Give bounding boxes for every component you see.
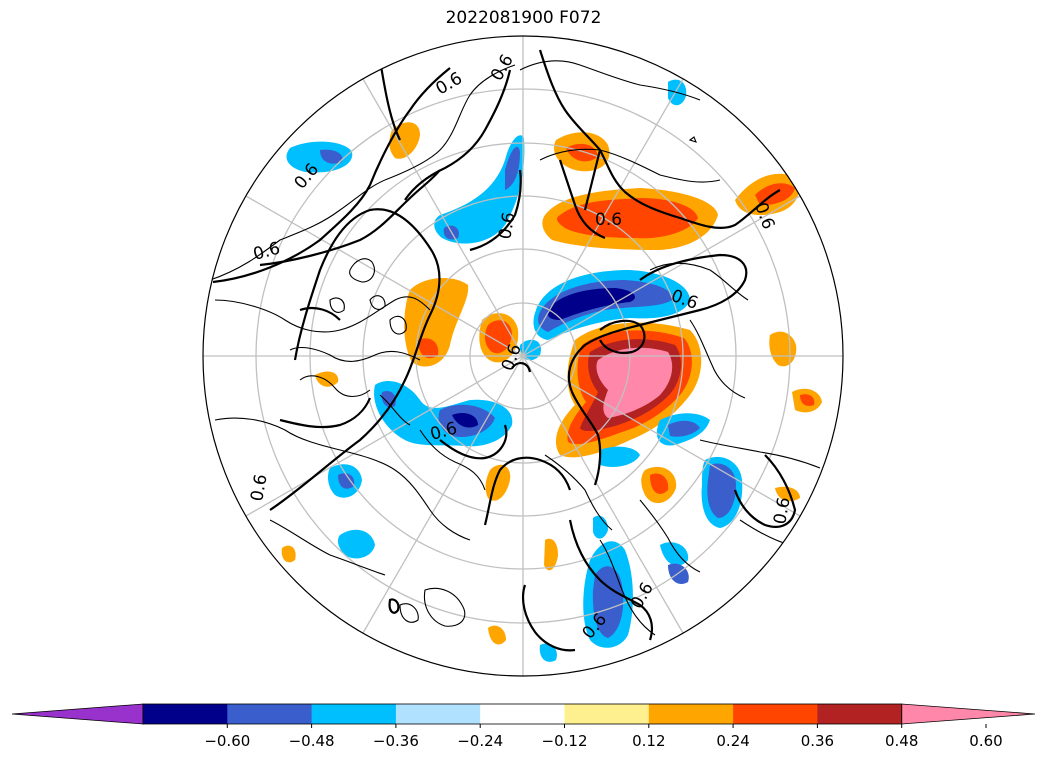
colorbar-cell <box>564 704 650 724</box>
colorbar-tick-label: 0.24 <box>716 732 749 750</box>
contour-label: 0.6 <box>247 473 271 503</box>
colorbar-cell <box>227 704 313 724</box>
colorbar-cell <box>733 704 818 724</box>
colorbar-cell <box>480 704 565 724</box>
colorbar-tick-label: −0.24 <box>457 732 503 750</box>
colorbar-frame <box>142 703 903 725</box>
map-boundary <box>202 35 844 677</box>
colorbar-tick-label: −0.36 <box>373 732 419 750</box>
colorbar-tick-label: −0.60 <box>204 732 250 750</box>
anomaly-shading <box>281 79 822 662</box>
coastlines <box>209 60 821 636</box>
map-disk: 0.6 0.6 0.6 0.6 0.6 0.6 0.6 0.6 0.6 0.6 … <box>203 36 843 676</box>
contour-label: 0.6 <box>595 210 622 230</box>
colorbar-ticks: −0.60 −0.48 −0.36 −0.24 −0.12 0.12 0.24 0.36 0.4… <box>204 724 1003 750</box>
contour-label: 0.6 <box>495 211 519 241</box>
contour-label: 0.6 <box>770 496 794 526</box>
colorbar: −0.60 −0.48 −0.36 −0.24 −0.12 0.12 0.24 0.36 0.4… <box>11 703 1036 750</box>
colorbar-tick-label: 0.12 <box>632 732 665 750</box>
map-title: 2022081900 F072 <box>445 8 602 28</box>
colorbar-cell <box>395 704 481 724</box>
graticule <box>203 36 843 676</box>
colorbar-tick-label: 0.36 <box>801 732 834 750</box>
colorbar-cells <box>11 703 1036 725</box>
colorbar-extend-low <box>11 703 144 725</box>
colorbar-cell <box>143 704 228 724</box>
colorbar-tick-label: −0.12 <box>542 732 588 750</box>
colorbar-tick-label: 0.60 <box>969 732 1002 750</box>
colorbar-cell <box>648 704 734 724</box>
colorbar-cell <box>311 704 397 724</box>
colorbar-extend-high <box>901 703 1036 725</box>
colorbar-tick-label: 0.48 <box>885 732 918 750</box>
contour-labels: 0.6 0.6 0.6 0.6 0.6 0.6 0.6 0.6 0.6 0.6 … <box>247 51 794 643</box>
colorbar-tick-label: −0.48 <box>289 732 335 750</box>
contour-lines <box>212 49 797 652</box>
colorbar-cell <box>817 704 903 724</box>
